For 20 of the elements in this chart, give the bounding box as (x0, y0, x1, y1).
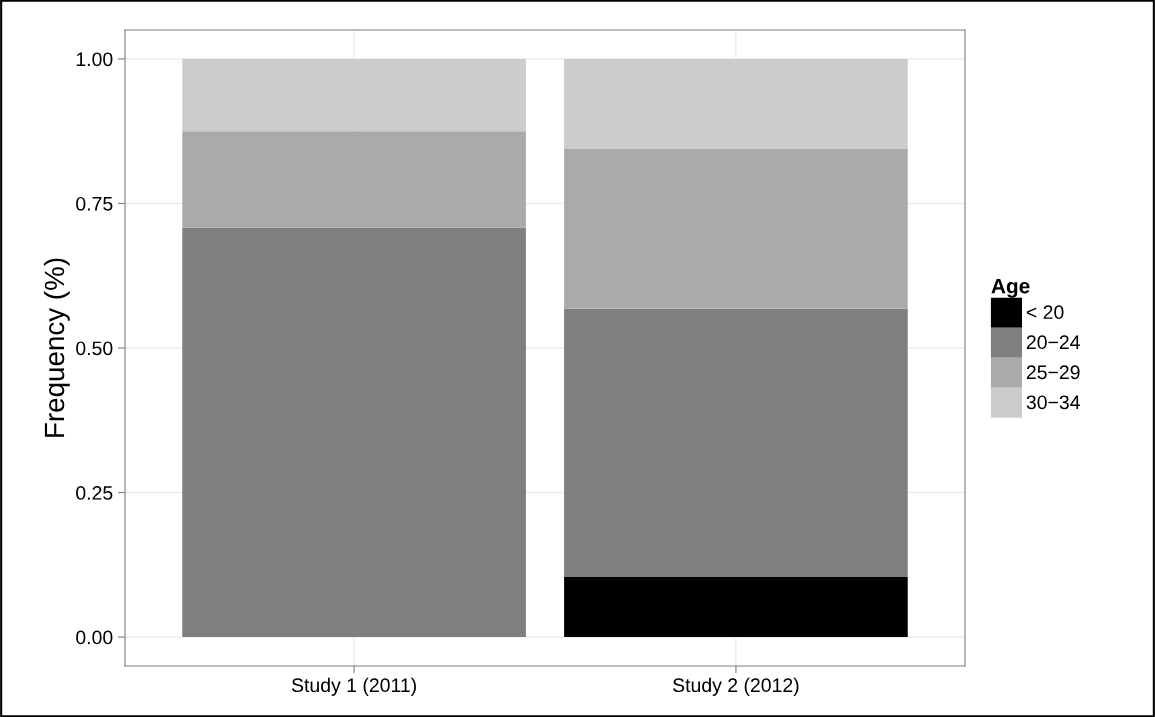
bar (564, 58, 908, 150)
legend-label: < 20 (1026, 305, 1064, 320)
bar (564, 576, 908, 638)
legend-label: 30−34 (1026, 395, 1080, 410)
y-axis-title: Frequency (%) (43, 258, 70, 437)
legend-label: 20−24 (1026, 335, 1080, 350)
y-tick-label: 1.00 (76, 52, 113, 67)
y-tick-label: 0.00 (76, 630, 113, 645)
bar (182, 58, 526, 132)
x-tick-label: Study 2 (2012) (673, 677, 799, 696)
y-tick-label: 0.75 (76, 196, 113, 211)
y-tick-label: 0.25 (76, 486, 113, 500)
legend-label: 25−29 (1026, 365, 1080, 380)
bar (564, 308, 908, 577)
y-tick-label: 0.50 (76, 341, 113, 356)
bar (182, 227, 526, 638)
bar (182, 131, 526, 228)
x-tick-label: Study 1 (2011) (291, 677, 416, 696)
legend-title: Age (991, 278, 1030, 298)
bar (564, 149, 908, 309)
